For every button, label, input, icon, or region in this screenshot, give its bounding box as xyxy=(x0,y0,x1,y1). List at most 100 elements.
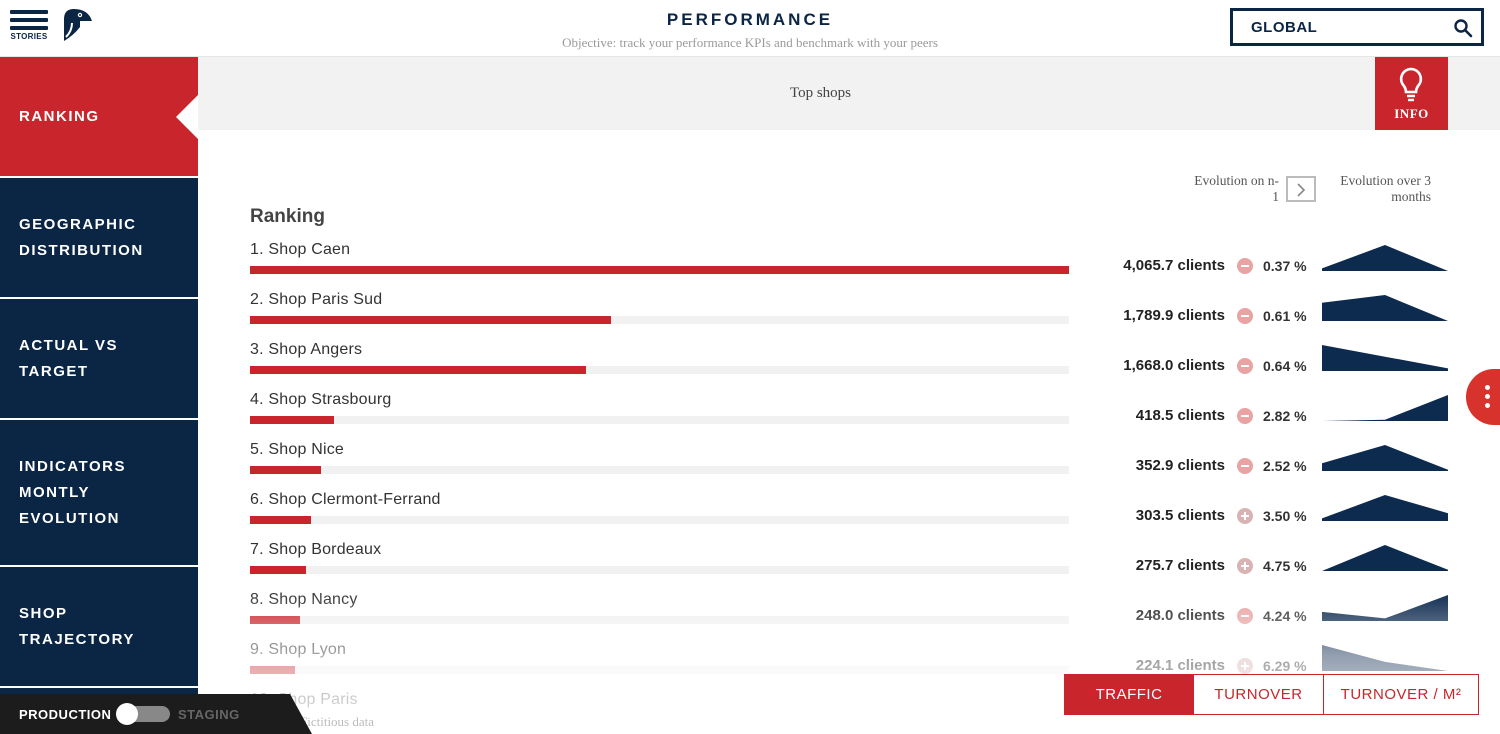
evolution-percent: 0.37 % xyxy=(1263,258,1307,274)
trend-icon xyxy=(1237,258,1253,274)
shop-name: 5. Shop Nice xyxy=(250,441,345,458)
bar-fill xyxy=(250,416,335,424)
staging-label: STAGING xyxy=(178,707,240,722)
toucan-logo xyxy=(64,9,92,41)
section-banner: Top shops INFO xyxy=(198,57,1500,130)
metric-turnover-button[interactable]: TURNOVER xyxy=(1193,674,1324,715)
shop-value: 1,789.9 clients xyxy=(1123,307,1225,324)
metric-turnover-per-m2-button[interactable]: TURNOVER / M² xyxy=(1323,674,1479,715)
shop-value: 224.1 clients xyxy=(1135,657,1225,674)
environment-toggle[interactable] xyxy=(116,703,170,725)
sidebar-item-label: ACTUAL VS TARGET xyxy=(19,336,119,380)
bar-track xyxy=(250,516,1069,524)
ranking-row[interactable]: 5. Shop Nice 352.9 clients 2.52 % xyxy=(250,441,1450,491)
page-title: PERFORMANCE xyxy=(666,10,834,29)
sidebar-item-actual-vs-target[interactable]: ACTUAL VS TARGET xyxy=(0,299,198,418)
ranking-row[interactable]: 6. Shop Clermont-Ferrand 303.5 clients 3… xyxy=(250,491,1450,541)
bar-fill xyxy=(250,466,322,474)
sidebar-item-geographic-distribution[interactable]: GEOGRAPHIC DISTRIBUTION xyxy=(0,178,198,297)
ranking-row[interactable]: 4. Shop Strasbourg 418.5 clients 2.82 % xyxy=(250,391,1450,441)
evolution-toggle-button[interactable] xyxy=(1286,176,1316,202)
metric-traffic-button[interactable]: TRAFFIC xyxy=(1064,674,1194,715)
evolution-percent: 2.52 % xyxy=(1263,458,1307,474)
top-header: STORIES PERFORMANCE Objective: track you… xyxy=(0,0,1500,57)
sparkline xyxy=(1322,245,1448,271)
more-options-button[interactable] xyxy=(1466,369,1500,425)
shop-name: 9. Shop Lyon xyxy=(250,641,347,658)
sparkline xyxy=(1322,445,1448,471)
sparkline xyxy=(1322,395,1448,421)
bar-track xyxy=(250,366,1069,374)
lightbulb-icon xyxy=(1399,67,1423,102)
evolution-percent: 0.61 % xyxy=(1263,308,1307,324)
ranking-row[interactable]: 3. Shop Angers 1,668.0 clients 0.64 % xyxy=(250,341,1450,391)
sidebar-item-label: SHOP TRAJECTORY xyxy=(19,604,135,648)
trend-icon xyxy=(1237,358,1253,374)
sparkline xyxy=(1322,595,1448,621)
sparkline xyxy=(1322,545,1448,571)
search-box xyxy=(1230,8,1484,46)
ranking-row[interactable]: 1. Shop Caen 4,065.7 clients 0.37 % xyxy=(250,241,1450,291)
shop-name: 6. Shop Clermont-Ferrand xyxy=(250,491,441,508)
shop-value: 1,668.0 clients xyxy=(1123,357,1225,374)
evolution-n1-header: Evolution on n-1 xyxy=(1194,173,1279,204)
sparkline xyxy=(1322,495,1448,521)
trend-icon xyxy=(1237,608,1253,624)
sidebar-item-ranking[interactable]: RANKING xyxy=(0,57,198,176)
sidebar-item-shop-trajectory[interactable]: SHOP TRAJECTORY xyxy=(0,567,198,686)
evolution-3m-header: Evolution over 3 months xyxy=(1340,173,1431,204)
more-vertical-icon-dot xyxy=(1485,403,1490,408)
bar-track xyxy=(250,416,1069,424)
production-label: PRODUCTION xyxy=(19,707,112,722)
ranking-row[interactable]: 2. Shop Paris Sud 1,789.9 clients 0.61 % xyxy=(250,291,1450,341)
shop-value: 303.5 clients xyxy=(1135,507,1225,524)
toggle-knob xyxy=(116,703,138,725)
active-pointer-icon xyxy=(176,94,198,139)
more-vertical-icon-dot xyxy=(1485,394,1490,399)
bar-track xyxy=(250,266,1069,274)
more-vertical-icon xyxy=(1485,385,1490,390)
shop-value: 248.0 clients xyxy=(1135,607,1225,624)
sparkline xyxy=(1322,295,1448,321)
hamburger-icon-bar xyxy=(10,26,48,30)
info-button[interactable]: INFO xyxy=(1375,57,1448,130)
bar-track xyxy=(250,316,1069,324)
trend-icon xyxy=(1237,408,1253,424)
evolution-percent: 0.64 % xyxy=(1263,358,1307,374)
sparkline xyxy=(1322,645,1448,671)
evolution-percent: 6.29 % xyxy=(1263,658,1307,674)
sidebar-item-indicators-monthly-evolution[interactable]: INDICATORS MONTLY EVOLUTION xyxy=(0,420,198,565)
search-input[interactable] xyxy=(1233,11,1443,43)
bar-fill xyxy=(250,366,586,374)
bar-track xyxy=(250,466,1069,474)
trend-icon xyxy=(1237,308,1253,324)
search-icon[interactable] xyxy=(1453,18,1473,38)
hamburger-icon xyxy=(10,10,48,14)
shop-value: 352.9 clients xyxy=(1135,457,1225,474)
bar-fill xyxy=(250,516,312,524)
ranking-title: Ranking xyxy=(250,206,325,227)
shop-name: 3. Shop Angers xyxy=(250,341,363,358)
trend-icon xyxy=(1237,458,1253,474)
bar-track xyxy=(250,616,1069,624)
environment-switcher: PRODUCTION STAGING xyxy=(0,694,312,734)
evolution-percent: 4.75 % xyxy=(1263,558,1307,574)
section-label: Top shops xyxy=(789,85,852,101)
trend-icon xyxy=(1237,508,1253,524)
shop-value: 275.7 clients xyxy=(1135,557,1225,574)
shop-name: 8. Shop Nancy xyxy=(250,591,358,608)
bar-fill xyxy=(250,266,1069,274)
sidebar-item-label: INDICATORS MONTLY EVOLUTION xyxy=(19,457,126,527)
stories-menu-button[interactable]: STORIES xyxy=(10,10,48,46)
evolution-percent: 3.50 % xyxy=(1263,508,1307,524)
ranking-row[interactable]: 8. Shop Nancy 248.0 clients 4.24 % xyxy=(250,591,1450,641)
shop-name: 7. Shop Bordeaux xyxy=(250,541,382,558)
bar-track xyxy=(250,666,1069,674)
hamburger-icon-bar xyxy=(10,18,48,22)
trend-icon xyxy=(1237,558,1253,574)
bar-fill xyxy=(250,666,296,674)
shop-value: 418.5 clients xyxy=(1135,407,1225,424)
ranking-row[interactable]: 7. Shop Bordeaux 275.7 clients 4.75 % xyxy=(250,541,1450,591)
evolution-percent: 4.24 % xyxy=(1263,608,1307,624)
bar-track xyxy=(250,566,1069,574)
